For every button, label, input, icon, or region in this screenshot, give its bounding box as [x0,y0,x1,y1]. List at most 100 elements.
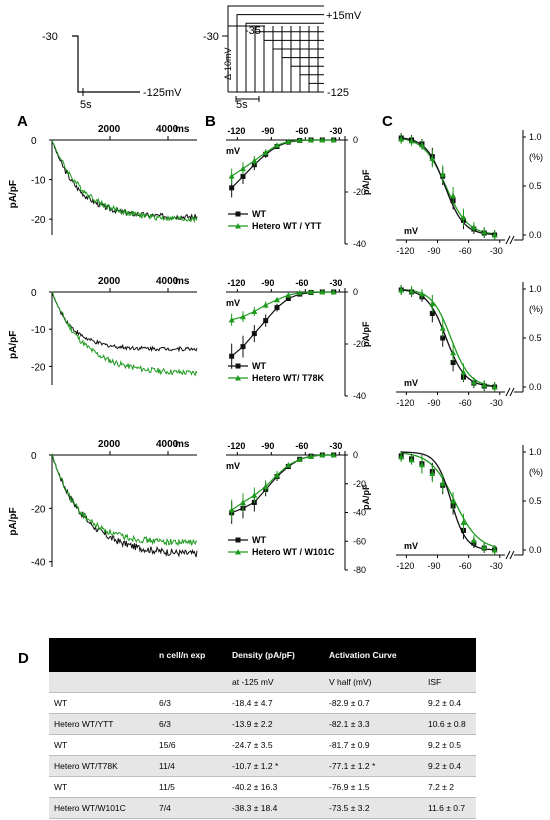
act-y-unit: (%) [529,467,543,477]
table-row: WT 6/3 -18.4 ± 4.7 -82.9 ± 0.7 9.2 ± 0.4 [49,692,476,714]
table-cell: WT [54,698,68,708]
protocol-right-start: -35 [245,25,261,37]
act-point-mut [450,349,457,356]
protocol-right-hold: -30 [203,31,219,43]
trace-y-tick-label: -20 [31,215,46,226]
table-cell: 11.6 ± 0.7 [428,803,466,813]
legend-label-wt: WT [252,361,266,371]
act-x-tick-label: -120 [396,398,414,408]
act-x-tick-label: -90 [428,561,441,571]
act-x-tick-label: -60 [459,561,472,571]
act-x-tick-label: -30 [490,246,503,256]
iv-point-mut [262,149,269,155]
act-x-unit: mV [404,541,418,551]
trace-y-tick-label: -40 [31,558,46,569]
legend-marker-wt [235,537,241,543]
act-point-mut [460,369,467,375]
table-cell [154,672,227,693]
protocol-right-increment: Δ-10mV [223,47,233,80]
table-cell: -24.7 ± 3.5 [232,740,273,750]
iv-y-tick-label: -40 [353,239,366,249]
iv-y-tick-label: 0 [353,135,358,145]
iv-x-unit: mV [226,298,240,308]
act-point-mut [429,155,436,162]
trace-x-tick-label: 2000 [98,439,121,450]
act-point-mut [491,232,498,238]
trace-x-tick-label: 2000 [98,124,121,135]
legend-label-wt: WT [252,535,266,545]
act-point-mut [439,480,446,486]
iv-point-mut [296,456,303,462]
trace-y-tick-label: -10 [31,325,46,336]
act-x-tick-label: -60 [459,398,472,408]
act-point-mut [418,141,425,148]
iv-y-tick-label: -20 [353,339,366,349]
iv-point-wt [251,331,257,337]
iv-point-mut [262,483,269,490]
act-point-wt [450,360,456,365]
trace-series-wt [51,453,198,558]
act-x-tick-label: -60 [459,246,472,256]
iv-point-mut [251,308,258,314]
iv-y-tick-label: -40 [353,508,366,518]
act-axis-break [505,235,511,245]
table-header-cell: Activation Curve [324,638,423,672]
table-cell [49,672,154,693]
act-point-mut [481,382,488,388]
act-y-tick-label: 0.5 [529,496,542,506]
protocol-left-hold: -30 [42,31,58,43]
act-y-tick-label: 1.0 [529,284,542,294]
table-row: Hetero WT/T78K 11/4 -10.7 ± 1.2 * -77.1 … [49,755,476,777]
iv-point-mut [308,137,314,143]
iv-point-mut [330,452,337,458]
table-header-cell: n cell/n exp [154,638,227,672]
table-cell: Hetero WT/T78K [54,761,118,771]
iv-point-mut [308,289,314,295]
protocol-right [222,5,324,102]
iv-point-wt [274,305,280,311]
act-point-mut [439,171,446,177]
table-cell: at -125 mV [232,677,274,687]
act-fit-wt [401,137,497,236]
legend-marker-wt [235,211,241,217]
table-cell: 7.2 ± 2 [428,782,454,792]
trace-series-wt [51,140,198,221]
trace-y-tick-label: 0 [31,451,37,462]
table-cell: -18.4 ± 4.7 [232,698,273,708]
trace-x-tick-label: 4000 [156,439,179,450]
iv-x-tick-label: -90 [261,441,274,451]
act-point-mut [491,384,498,390]
table-cell: 6/3 [159,719,171,729]
act-point-mut [439,325,446,331]
iv-point-mut [240,165,246,172]
act-y-unit: (%) [529,152,543,162]
iv-x-tick-label: -30 [329,278,342,288]
iv-point-mut [285,462,292,468]
table-cell: -73.5 ± 3.2 [329,803,370,813]
act-axis-break [505,387,511,397]
protocol-left [72,35,140,96]
table-cell: 10.6 ± 0.8 [428,719,466,729]
iv-point-mut [308,453,314,459]
protocol-left-step: -125mV [143,87,182,99]
legend-marker-wt [235,363,241,369]
table-cell: Hetero WT/W101C [54,803,126,813]
act-point-mut [470,537,477,543]
trace-series-mut [51,140,198,223]
act-point-mut [481,544,488,550]
act-x-tick-label: -90 [428,398,441,408]
iv-point-mut [319,452,326,458]
act-y-tick-label: 0.5 [529,333,542,343]
act-y-tick-label: 0.0 [529,382,542,392]
iv-point-wt [229,185,235,191]
act-point-mut [408,137,415,144]
trace-y-tick-label: 0 [31,288,37,299]
panel-label-d: D [18,650,29,667]
act-point-mut [470,224,477,230]
table-cell: 9.2 ± 0.4 [428,698,462,708]
table-cell: -10.7 ± 1.2 * [232,761,279,771]
table-cell: 6/3 [159,698,171,708]
iv-y-unit: pA/pF [361,484,371,510]
